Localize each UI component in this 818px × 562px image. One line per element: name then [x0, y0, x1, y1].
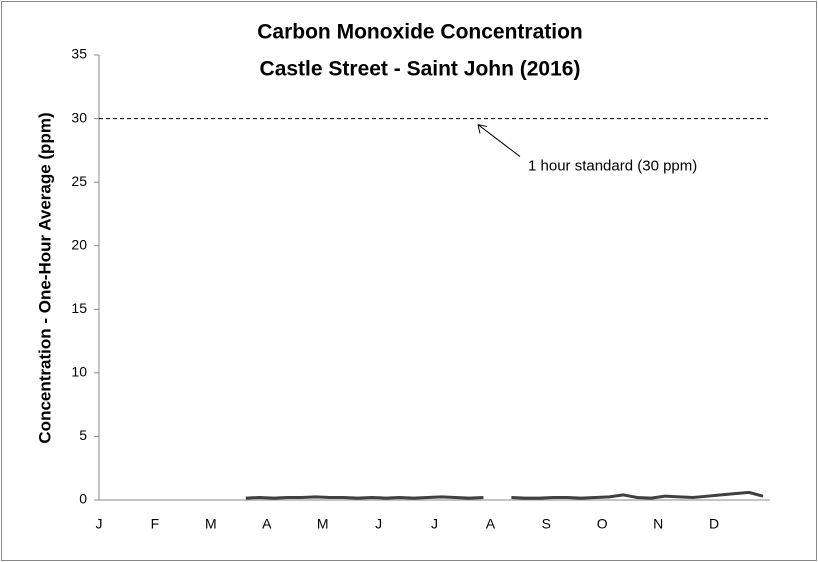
y-tick-label: 5: [79, 427, 87, 443]
chart-subtitle: Castle Street - Saint John (2016): [260, 58, 581, 81]
x-tick-label: J: [375, 516, 382, 532]
x-tick-label: F: [151, 516, 160, 532]
y-tick-label: 30: [71, 109, 87, 125]
y-tick-label: 0: [79, 491, 87, 507]
chart-title: Carbon Monoxide Concentration: [257, 21, 583, 44]
x-tick-label: M: [205, 516, 217, 532]
y-tick-label: 10: [71, 364, 87, 380]
y-tick-label: 20: [71, 236, 87, 252]
annotation: 1 hour standard (30 ppm): [528, 158, 697, 175]
data-line: [245, 490, 764, 500]
x-tick-label: A: [486, 516, 496, 532]
y-tick-label: 35: [71, 46, 87, 62]
x-tick-label: N: [653, 516, 663, 532]
x-tick-label: M: [317, 516, 329, 532]
x-tick-label: J: [96, 516, 103, 532]
x-tick-label: O: [597, 516, 608, 532]
y-tick-label: 15: [71, 300, 87, 316]
x-tick-label: D: [709, 516, 719, 532]
arrow-head: [477, 124, 488, 134]
y-axis-title: Concentration - One-Hour Average (ppm): [35, 112, 54, 443]
x-tick-label: J: [431, 516, 438, 532]
x-tick-label: A: [262, 516, 272, 532]
annotation-arrow: [477, 124, 521, 157]
x-tick-label: S: [542, 516, 551, 532]
y-tick-label: 25: [71, 173, 87, 189]
